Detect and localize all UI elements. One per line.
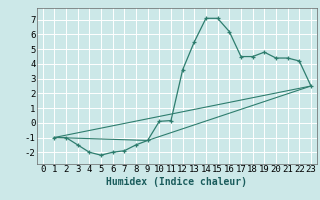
X-axis label: Humidex (Indice chaleur): Humidex (Indice chaleur) <box>106 177 247 187</box>
